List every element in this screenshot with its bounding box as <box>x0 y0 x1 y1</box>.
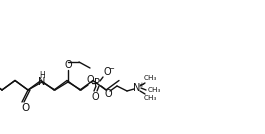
Text: CH₃: CH₃ <box>143 75 157 81</box>
Text: O: O <box>103 67 111 77</box>
Text: P: P <box>94 78 100 88</box>
Text: CH₃: CH₃ <box>143 95 157 101</box>
Text: N: N <box>133 83 141 93</box>
Text: O: O <box>86 75 94 85</box>
Text: CH₃: CH₃ <box>147 87 161 93</box>
Text: N: N <box>38 77 46 87</box>
Text: H: H <box>39 72 45 81</box>
Text: O: O <box>22 103 30 113</box>
Text: O: O <box>91 92 99 102</box>
Text: O: O <box>64 60 72 70</box>
Text: O: O <box>104 89 112 99</box>
Text: −: − <box>108 66 114 72</box>
Text: +: + <box>138 82 144 88</box>
